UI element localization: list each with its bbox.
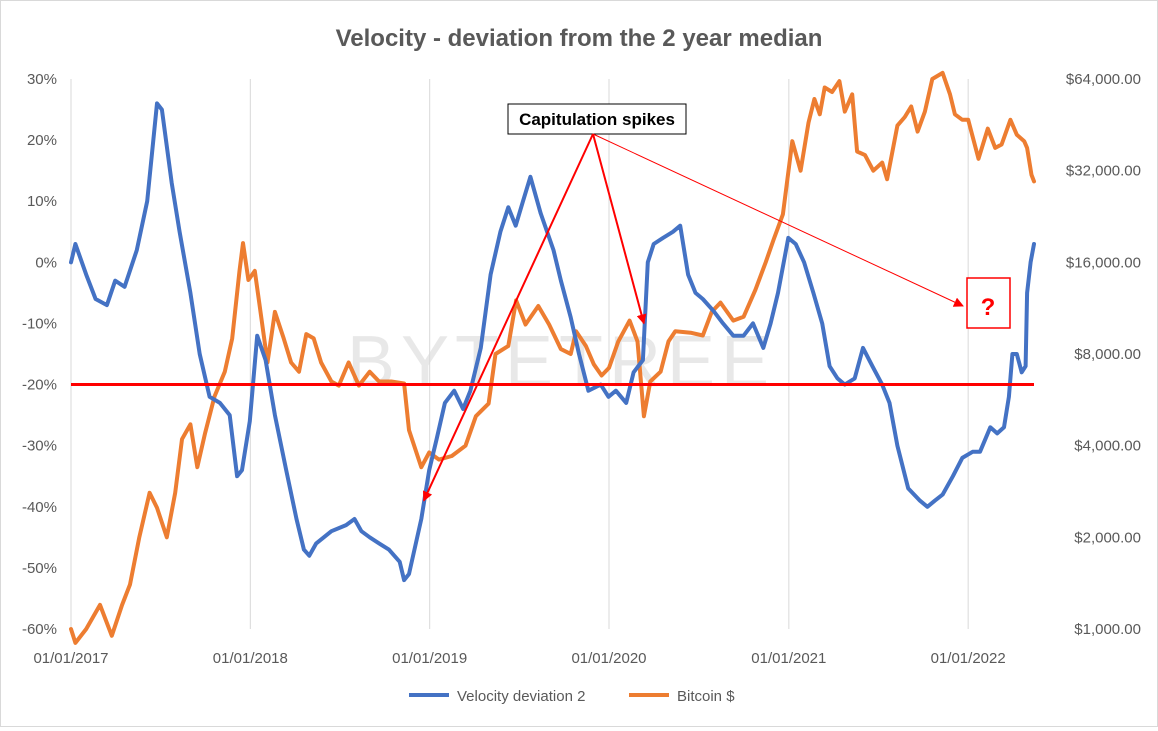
y-left-tick-label-6: -30% — [22, 438, 57, 455]
y-left-tick-label-7: -40% — [22, 499, 57, 516]
legend-label-velocity: Velocity deviation 2 — [457, 688, 585, 705]
chart-title: Velocity - deviation from the 2 year med… — [336, 25, 823, 52]
legend-label-bitcoin: Bitcoin $ — [677, 688, 735, 705]
x-tick-label-3: 01/01/2020 — [571, 650, 646, 667]
annotation-label-question: ? — [981, 294, 996, 321]
annotation-label-capitulation: Capitulation spikes — [519, 110, 675, 129]
y-right-tick-label-0: $1,000.00 — [1074, 621, 1141, 638]
x-tick-label-2: 01/01/2019 — [392, 650, 467, 667]
annotation-box-capitulation — [507, 103, 687, 135]
x-tick-label-1: 01/01/2018 — [213, 650, 288, 667]
annotation-arrow-2022 — [592, 133, 964, 307]
right-axis: $1,000.00 $2,000.00 $4,000.00 $8,000.00 $16,… — [1066, 71, 1141, 638]
watermark-text: BYTETREE — [347, 322, 775, 402]
x-tick-label-0: 01/01/2017 — [33, 650, 108, 667]
y-right-tick-label-2: $4,000.00 — [1074, 438, 1141, 455]
y-right-tick-label-5: $32,000.00 — [1066, 163, 1141, 180]
series-line-velocity — [69, 101, 1036, 583]
x-axis: 01/01/2017 01/01/2018 01/01/2019 01/01/2020… — [33, 650, 1005, 667]
annotation-box-question — [966, 277, 1011, 329]
annotation-layer: Capitulation spikes ? — [422, 103, 1011, 502]
annotation-arrow-2020 — [592, 133, 647, 325]
x-tick-label-4: 01/01/2021 — [751, 650, 826, 667]
y-left-tick-label-8: -50% — [22, 560, 57, 577]
y-left-tick-label-0: 30% — [27, 71, 57, 88]
y-right-tick-label-6: $64,000.00 — [1066, 71, 1141, 88]
y-left-tick-label-3: 0% — [35, 254, 57, 271]
y-left-tick-label-2: 10% — [27, 193, 57, 210]
y-left-tick-label-1: 20% — [27, 132, 57, 149]
x-tick-label-5: 01/01/2022 — [931, 650, 1006, 667]
y-right-tick-label-3: $8,000.00 — [1074, 346, 1141, 363]
left-axis: 30% 20% 10% 0% -10% -20% -30% -40% -50% -60% — [22, 71, 57, 638]
annotation-arrow-2019 — [422, 133, 594, 502]
y-left-tick-label-5: -20% — [22, 377, 57, 394]
annotation-arrows — [422, 133, 964, 502]
y-left-tick-label-4: -10% — [22, 315, 57, 332]
y-right-tick-label-1: $2,000.00 — [1074, 529, 1141, 546]
y-right-tick-label-4: $16,000.00 — [1066, 254, 1141, 271]
legend: Velocity deviation 2 Bitcoin $ — [409, 688, 735, 705]
series-line-bitcoin — [69, 70, 1036, 645]
series-layer — [69, 70, 1036, 645]
y-left-tick-label-9: -60% — [22, 621, 57, 638]
